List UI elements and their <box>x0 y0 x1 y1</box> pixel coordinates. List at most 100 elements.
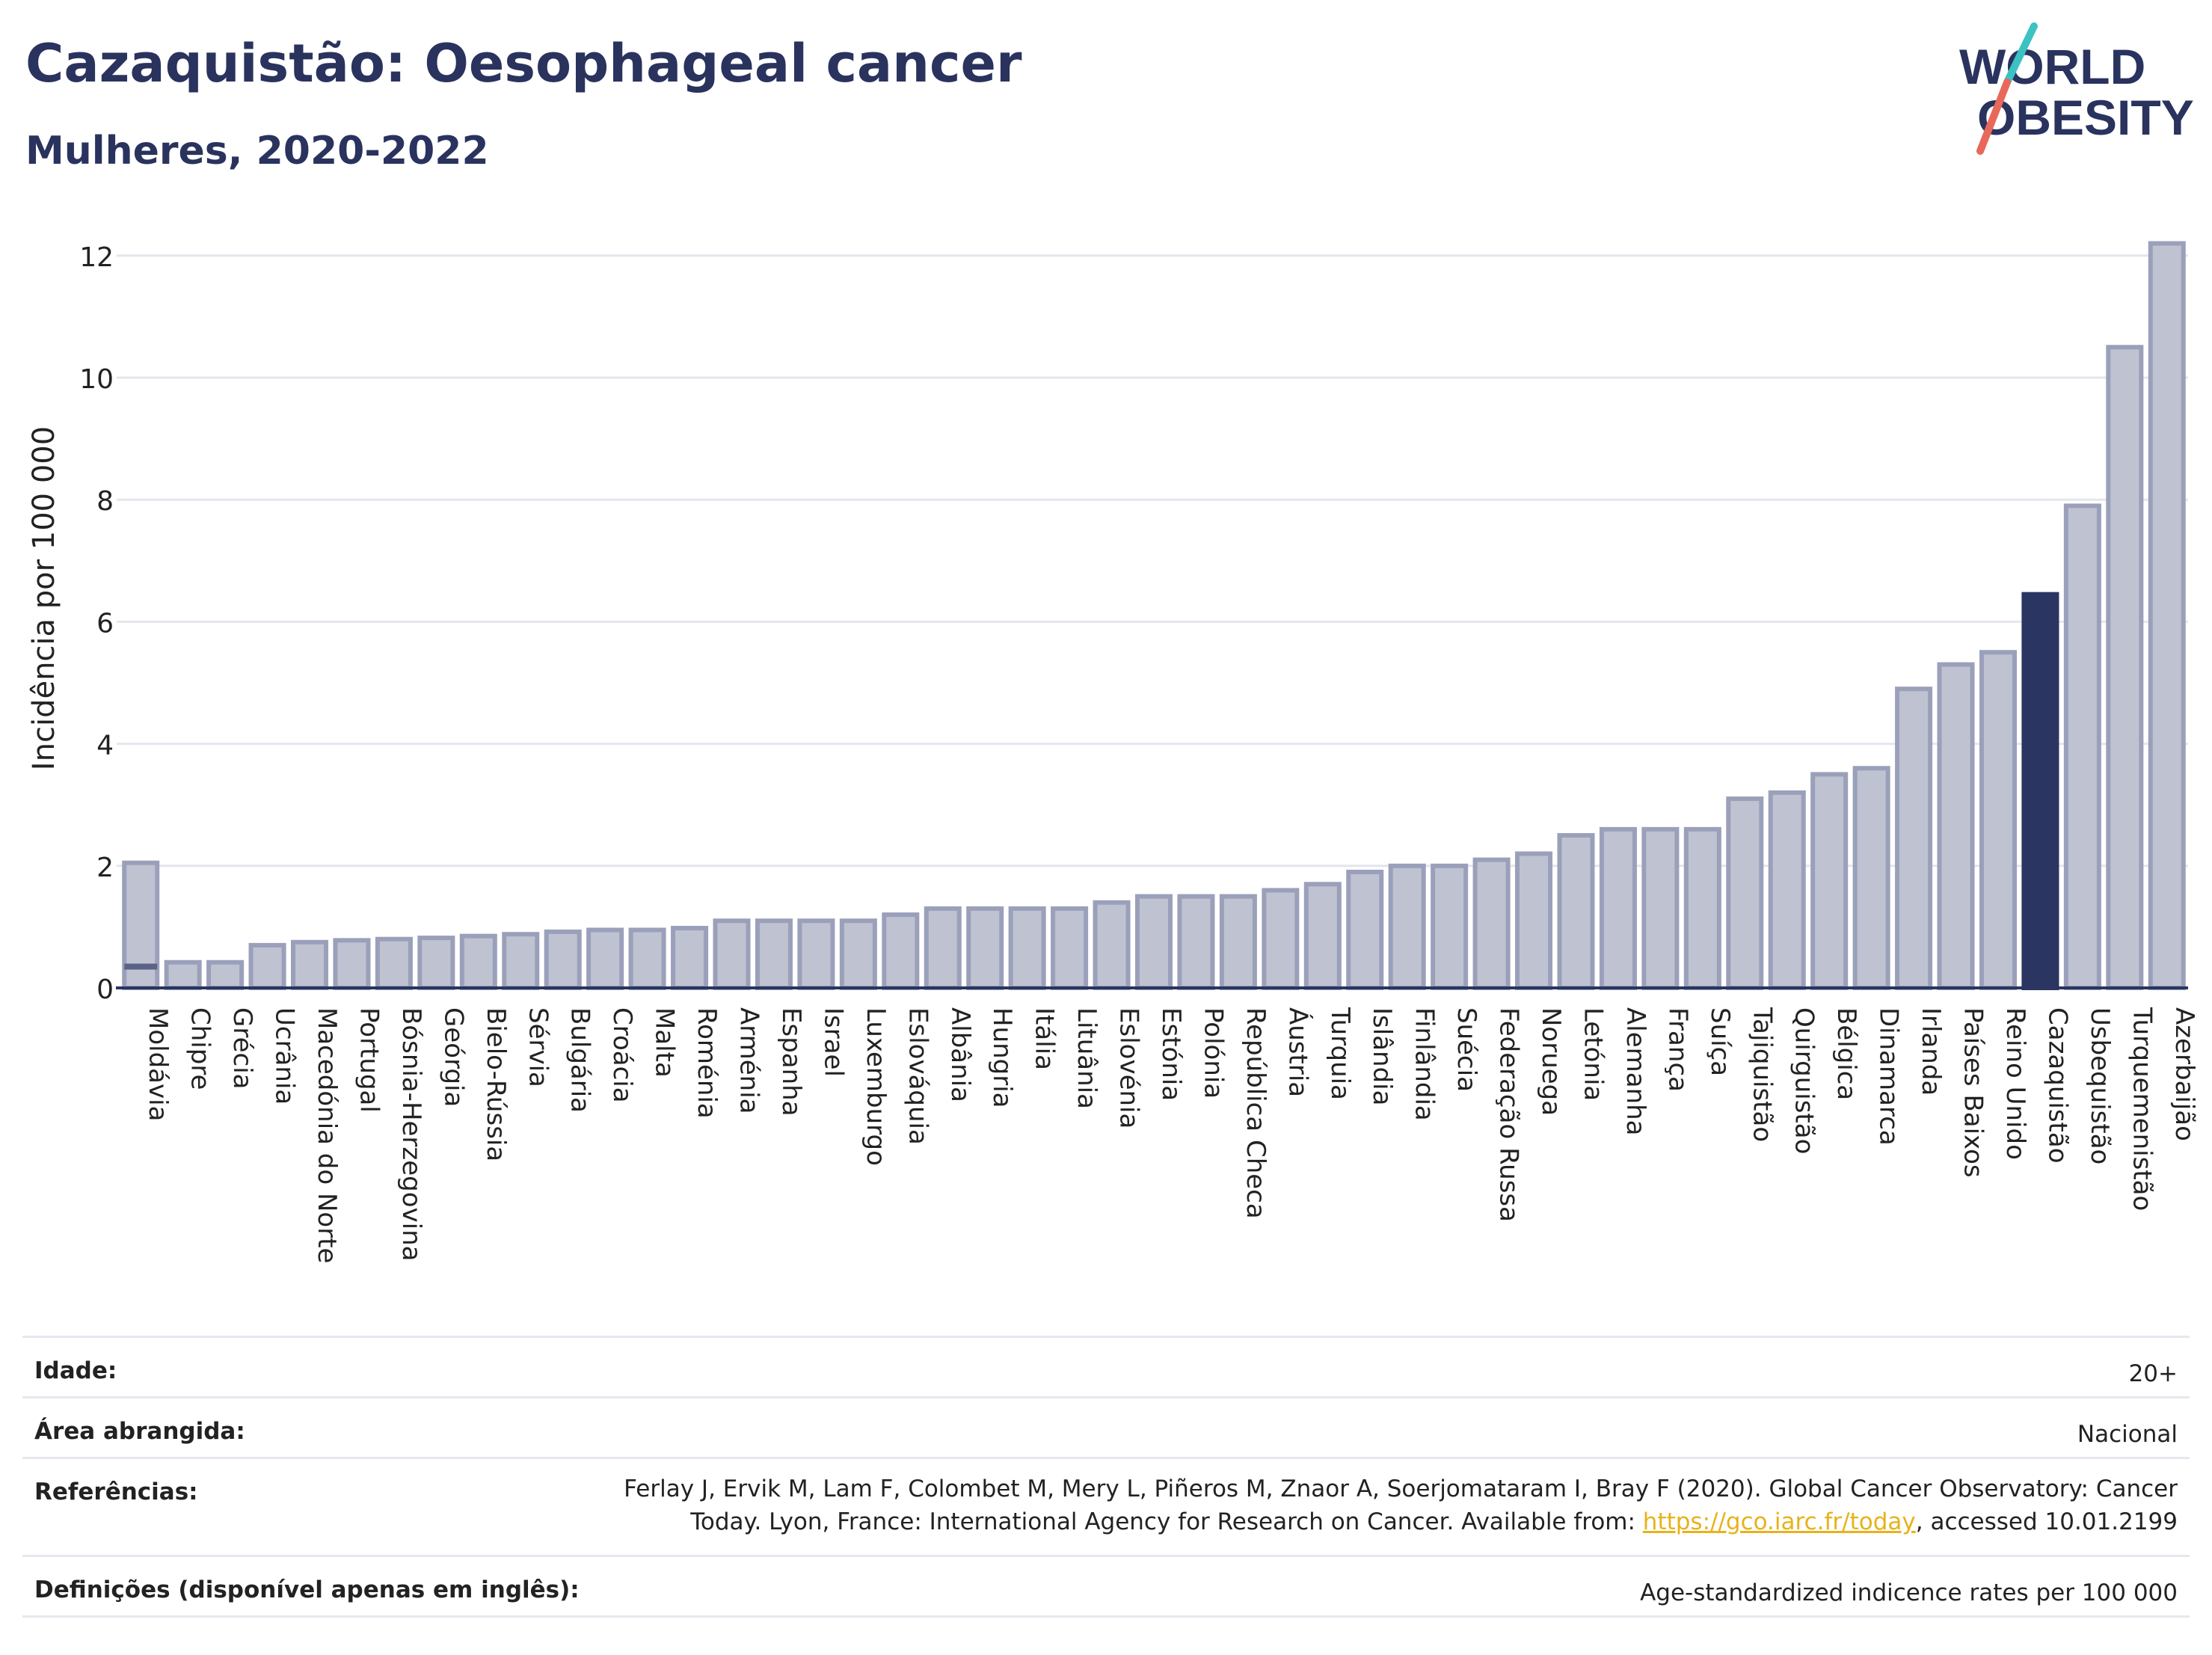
bar-Portugal <box>333 938 371 991</box>
x-tick-label: Islândia <box>1367 1007 1397 1105</box>
x-tick-label: Estónia <box>1156 1007 1186 1101</box>
x-tick-label: Bulgária <box>565 1007 595 1113</box>
reference-link[interactable]: https://gco.iarc.fr/today <box>1642 1508 1916 1535</box>
logo-text-obesity: OBESITY <box>1977 90 2194 145</box>
x-tick-label: Grécia <box>227 1007 257 1089</box>
bar-Luxemburgo <box>839 918 877 990</box>
x-tick-label: Eslovénia <box>1114 1007 1144 1129</box>
bar-Áustria <box>1262 888 1300 990</box>
bar-Alemanha <box>1599 826 1637 990</box>
bar-Reino Unido <box>1979 650 2017 990</box>
x-tick-label: Polónia <box>1198 1007 1228 1099</box>
x-tick-label: Letónia <box>1578 1007 1608 1101</box>
bar-Lituânia <box>1051 906 1089 991</box>
bar-Bulgária <box>544 929 582 990</box>
bar-Eslováquia <box>882 912 920 990</box>
x-tick-label: Croácia <box>607 1007 637 1103</box>
x-tick-label: Países Baixos <box>1958 1007 1988 1178</box>
bar-Hungria <box>966 906 1004 991</box>
bar-Arménia <box>713 918 751 990</box>
bar-Azerbaijão <box>2148 241 2186 991</box>
x-tick-label: Malta <box>650 1007 680 1078</box>
x-tick-label: Bósnia-Herzegovina <box>396 1007 426 1262</box>
y-axis-label: Incidência por 100 000 <box>27 426 61 770</box>
bar-Albânia <box>924 906 962 991</box>
bar-Roménia <box>671 926 709 990</box>
bar-Turquemenistão <box>2106 345 2144 990</box>
x-tick-label: Suíça <box>1705 1007 1735 1076</box>
bar-Espanha <box>755 918 793 990</box>
x-tick-label: Hungria <box>987 1007 1017 1108</box>
x-tick-label: Ucrânia <box>270 1007 300 1105</box>
x-tick-label: Azerbaijão <box>2169 1007 2199 1141</box>
meta-row-references: Referências: Ferlay J, Ervik M, Lam F, C… <box>22 1457 2190 1555</box>
meta-row-definitions: Definições (disponível apenas em inglês)… <box>22 1555 2190 1618</box>
chart-subtitle: Mulheres, 2020-2022 <box>25 129 489 174</box>
bar-Polónia <box>1177 894 1215 990</box>
x-tick-label: Áustria <box>1282 1007 1313 1097</box>
bar-Dinamarca <box>1852 766 1890 990</box>
bar-Itália <box>1008 906 1046 991</box>
y-axis-ticks: 0 2 4 6 8 10 12 <box>79 242 114 1005</box>
bar-Geórgia <box>417 936 455 991</box>
bar-Federação Russa <box>1472 857 1511 991</box>
y-tick-label: 12 <box>79 242 114 273</box>
bar-República Checa <box>1219 894 1257 990</box>
x-tick-label: Israel <box>818 1007 848 1077</box>
bar-Noruega <box>1515 851 1553 990</box>
meta-label-area: Área abrangida: <box>34 1418 245 1445</box>
logo-text-world: WORLD <box>1959 39 2145 94</box>
bar-Letónia <box>1557 833 1595 990</box>
x-tick-label: Luxemburgo <box>861 1007 891 1166</box>
x-tick-label: Albânia <box>945 1007 975 1102</box>
logo-slash-bottom <box>1976 79 2011 155</box>
bar-Finlândia <box>1388 863 1426 991</box>
x-tick-label: Roménia <box>692 1007 722 1119</box>
chart-title: Cazaquistão: Oesophageal cancer <box>25 33 1022 94</box>
reference-line-1: Ferlay J, Ervik M, Lam F, Colombet M, Me… <box>624 1476 2178 1502</box>
bar-Tajiquistão <box>1726 796 1764 991</box>
reference-line-2-post: , accessed 10.01.2199 <box>1915 1508 2178 1535</box>
x-tick-label: Turquemenistão <box>2127 1007 2157 1211</box>
y-tick-label: 8 <box>96 486 114 517</box>
meta-label-age: Idade: <box>34 1357 117 1384</box>
bar-França <box>1641 826 1680 990</box>
meta-row-area: Área abrangida: Nacional <box>22 1396 2190 1457</box>
bar-Países Baixos <box>1937 662 1975 991</box>
meta-value-references: Ferlay J, Ervik M, Lam F, Colombet M, Me… <box>624 1473 2178 1538</box>
bars <box>122 241 2186 991</box>
bar-Suécia <box>1431 863 1469 991</box>
bar-Turquia <box>1303 882 1342 991</box>
reference-line-2-pre: Today. Lyon, France: International Agenc… <box>690 1508 1643 1535</box>
bar-Cazaquistão <box>2021 592 2059 990</box>
x-tick-label: Bielo-Rússia <box>481 1007 511 1161</box>
x-tick-label: Alemanha <box>1620 1007 1650 1136</box>
bar-Israel <box>797 918 835 990</box>
bar-Suíça <box>1683 826 1721 990</box>
meta-label-definitions: Definições (disponível apenas em inglês)… <box>34 1576 580 1603</box>
x-tick-label: Noruega <box>1536 1007 1566 1116</box>
world-obesity-logo: WORLD OBESITY <box>1959 22 2194 155</box>
y-tick-label: 0 <box>96 974 114 1005</box>
x-tick-label: Cazaquistão <box>2042 1007 2072 1164</box>
bar-Irlanda <box>1895 687 1933 990</box>
x-tick-label: Reino Unido <box>2000 1007 2030 1160</box>
bar-Bélgica <box>1810 772 1849 991</box>
x-tick-label: Dinamarca <box>1874 1007 1904 1146</box>
meta-value-definitions: Age-standardized indicence rates per 100… <box>1640 1579 2178 1606</box>
x-tick-label: Irlanda <box>1916 1007 1946 1096</box>
bar-Sérvia <box>502 932 540 991</box>
x-tick-label: Tajiquistão <box>1747 1007 1777 1142</box>
x-axis-labels: Moldávia Chipre Grécia Ucrânia Macedónia do … <box>143 1007 2199 1263</box>
bar-Quirguistão <box>1768 790 1806 990</box>
bar-Bielo-Rússia <box>459 933 497 991</box>
x-tick-label: Sérvia <box>523 1007 553 1087</box>
bar-Grécia <box>206 959 245 991</box>
x-tick-label: França <box>1662 1007 1692 1092</box>
x-tick-label: Usbequistão <box>2085 1007 2115 1164</box>
y-tick-label: 4 <box>96 731 114 761</box>
bar-Macedónia do Norte <box>291 939 329 991</box>
bar-Usbequistão <box>2063 503 2101 990</box>
y-tick-label: 10 <box>79 364 114 395</box>
y-tick-label: 2 <box>96 853 114 883</box>
